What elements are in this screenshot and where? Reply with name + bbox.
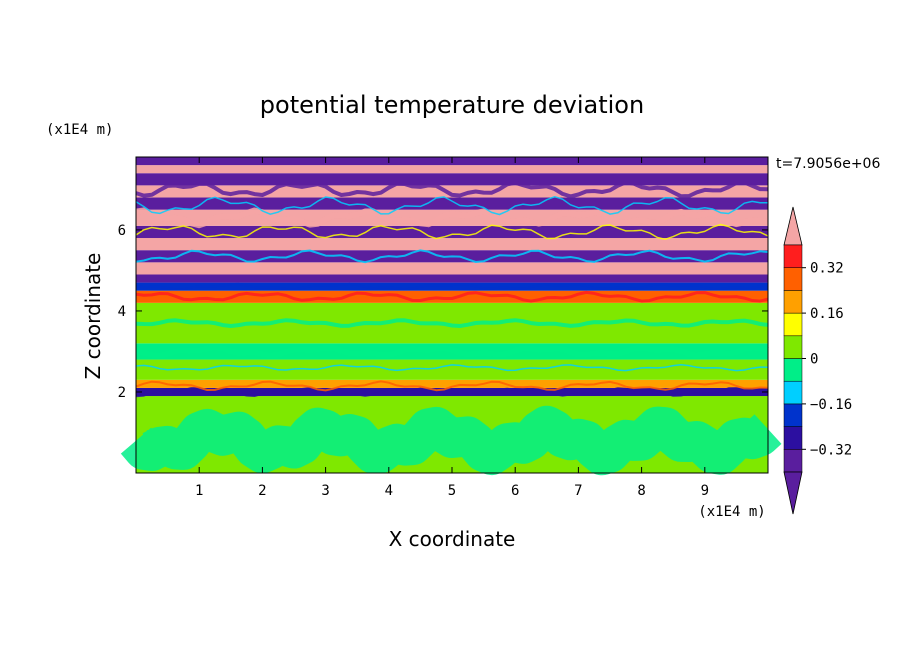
y-tick-label-4: 4 [118,304,126,320]
x-tick-label-7: 7 [574,483,582,499]
x-tick-label-8: 8 [637,483,645,499]
colorbar-box-5 [783,335,803,359]
turbulence-streak-10 [135,207,769,229]
colorbar-box-2 [783,403,803,427]
chart-title: potential temperature deviation [260,91,644,119]
colorbar-box-4 [783,358,803,382]
colorbar-box-6 [783,312,803,337]
contour-layer-16 [136,173,768,186]
x-tick-label-4: 4 [385,483,393,499]
colorbar-label-3: −0.16 [810,397,852,413]
colorbar-box-8 [783,267,803,291]
x-tick-label-9: 9 [701,483,709,499]
x-ticks: 1 2 3 4 5 6 7 8 9 [195,157,709,499]
turbulence-streak-4 [135,344,769,359]
turbulence-streak-11 [135,195,769,216]
colorbar-label-4: −0.32 [810,442,852,458]
turbulence-streak-3 [135,363,769,372]
turbulence-streak-7 [135,282,769,291]
wave-overlay [120,180,782,476]
colorbar-arrow-bottom [783,471,803,515]
y-tick-label-6: 6 [118,223,126,239]
colorbar-box-7 [783,290,803,314]
colorbar-box-0 [783,449,803,473]
colorbar-arrow-top [783,206,803,246]
y-axis-label: Z coordinate [81,253,105,380]
contour-layer-8 [136,274,768,283]
colorbar-label-1: 0.16 [810,306,844,322]
contour-layer-7 [136,282,768,291]
x-tick-label-5: 5 [448,483,456,499]
x-axis-unit: (x1E4 m) [698,504,765,520]
y-tick-label-2: 2 [118,385,126,401]
contour-layer-11 [136,238,768,251]
x-axis-label: X coordinate [389,527,516,551]
colorbar-box-9 [783,244,803,268]
x-tick-label-2: 2 [258,483,266,499]
colorbar-label-0: 0.32 [810,261,844,277]
contour-layer-1 [136,387,768,397]
turbulence-streak-5 [135,318,769,328]
turbulence-streak-0 [120,405,782,476]
turbulence-streak-1 [135,387,769,398]
colorbar-label-2: 0 [810,352,818,368]
turbulence-streak-8 [135,249,769,264]
colorbar: 0.32 0.16 0 −0.16 −0.32 [783,206,852,515]
contour-layer-3 [136,359,768,380]
x-tick-label-3: 3 [321,483,329,499]
x-tick-label-6: 6 [511,483,519,499]
x-tick-label-1: 1 [195,483,203,499]
turbulence-streak-2 [135,380,769,392]
turbulence-streak-9 [135,223,769,241]
contour-layer-17 [136,165,768,174]
turbulence-streak-12 [135,180,769,199]
contour-layer-9 [136,262,768,275]
time-label: t=7.9056e+06 [776,156,880,172]
contour-layer-12 [136,225,768,239]
y-axis-unit: (x1E4 m) [46,122,113,138]
turbulence-streak-6 [135,290,769,303]
colorbar-box-3 [783,380,803,405]
colorbar-box-1 [783,426,803,450]
y-ticks: 2 4 6 [118,223,768,401]
contour-layer-2 [136,379,768,388]
